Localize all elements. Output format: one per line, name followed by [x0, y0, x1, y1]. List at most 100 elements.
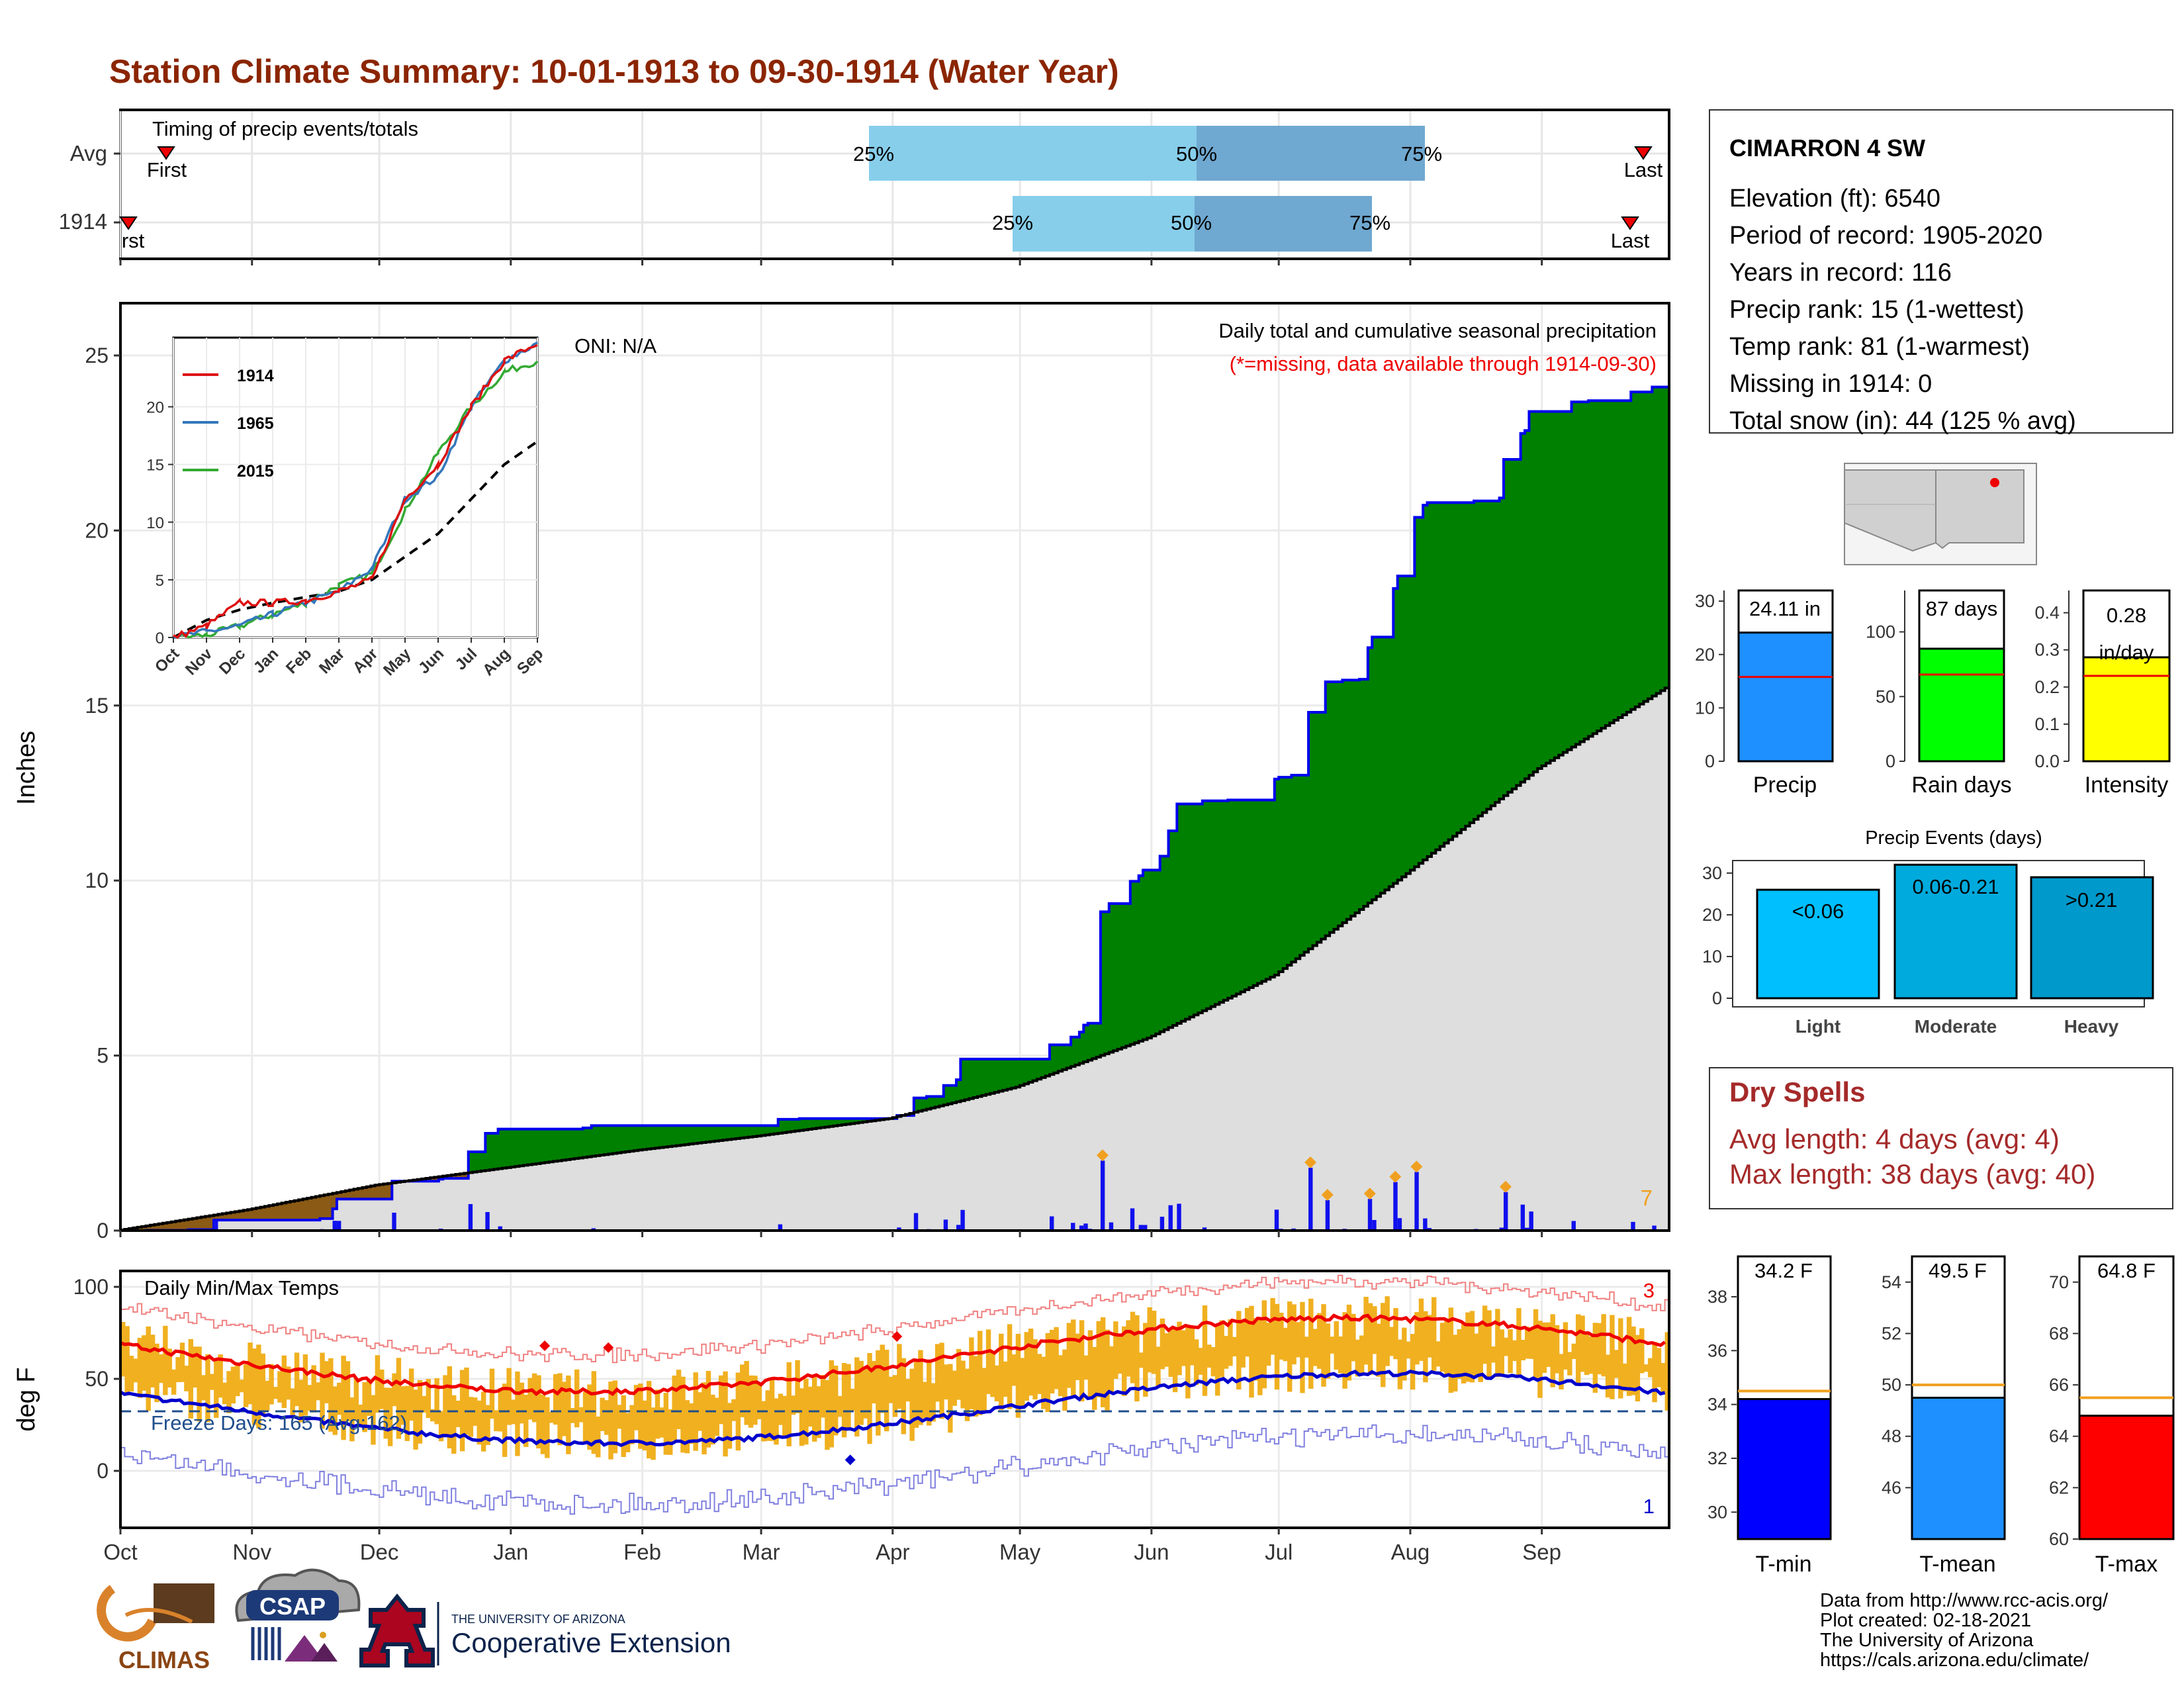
record-temp-marker: [844, 1454, 856, 1466]
daily-temp-bar: [1087, 1330, 1093, 1399]
month-label: Jun: [1134, 1540, 1169, 1564]
daily-temp-bar: [1228, 1319, 1233, 1366]
daily-temp-bar: [913, 1360, 919, 1428]
daily-precip-bar: [1050, 1216, 1054, 1231]
daily-temp-bar: [790, 1395, 796, 1415]
footer-university: The University of Arizona: [1820, 1630, 2034, 1651]
daily-temp-bar: [248, 1342, 253, 1405]
daily-temp-bar: [841, 1363, 847, 1438]
surplus-area: [120, 387, 1669, 1230]
daily-precip-bar: [1071, 1223, 1075, 1231]
daily-temp-bar: [366, 1380, 372, 1416]
daily-temp-bar: [1516, 1308, 1522, 1376]
daily-temp-bar: [1058, 1355, 1064, 1397]
tmin-summary-tick-label: 32: [1707, 1448, 1727, 1468]
daily-temp-bar: [1287, 1301, 1293, 1392]
tmin-summary-tick-label: 34: [1707, 1395, 1727, 1415]
daily-temp-bar: [985, 1329, 991, 1394]
temp-y-tick-label: 100: [73, 1275, 109, 1299]
inset-1914-line: [173, 344, 538, 639]
station-missing: Missing in 1914: 0: [1729, 370, 1932, 398]
daily-temp-bar: [379, 1370, 385, 1409]
daily-temp-bar: [230, 1366, 236, 1404]
intensity-bar-value: 0.28: [2107, 604, 2146, 627]
ua-top-text: THE UNIVERSITY OF ARIZONA: [451, 1613, 625, 1626]
daily-temp-bar: [1304, 1336, 1310, 1358]
daily-temp-bar: [464, 1367, 469, 1435]
daily-temp-bar: [150, 1335, 156, 1387]
daily-temp-bar: [1325, 1323, 1331, 1379]
daily-temp-bar: [498, 1387, 503, 1432]
year-quantile-50-75: [1195, 196, 1372, 252]
station-info-box: CIMARRON 4 SW Elevation (ft): 6540 Perio…: [1709, 109, 2173, 435]
inset-y-tick-label: 15: [146, 457, 164, 475]
precip-y-tick-label: 10: [85, 868, 109, 892]
month-axis: Oct Nov Dec Jan Feb Mar Apr May Jun Jul Aug Sep: [103, 1528, 1561, 1564]
daily-temp-bar: [226, 1371, 232, 1413]
daily-temp-bar: [761, 1401, 766, 1442]
record-low-count: 1: [1643, 1495, 1655, 1518]
daily-temp-bar: [978, 1331, 983, 1415]
daily-temp-bar: [948, 1364, 953, 1433]
daily-temp-bar: [934, 1344, 940, 1402]
daily-temp-bar: [922, 1382, 928, 1418]
daily-temp-bar: [858, 1360, 864, 1425]
daily-precip-bar: [1631, 1221, 1635, 1231]
daily-temp-bar: [1584, 1331, 1590, 1376]
daily-temp-bar: [1219, 1320, 1224, 1378]
daily-precip-bar: [778, 1224, 783, 1231]
daily-temp-bar: [1143, 1323, 1148, 1397]
daily-temp-bar: [574, 1369, 580, 1428]
daily-temp-bar: [1410, 1334, 1416, 1390]
station-location-dot: [1990, 478, 1999, 487]
event-bar: [2030, 876, 2154, 1000]
daily-temp-bar: [192, 1346, 198, 1388]
extreme-precip-marker: [1499, 1180, 1512, 1193]
daily-temp-bar: [137, 1337, 143, 1398]
daily-temp-bar: [795, 1360, 800, 1413]
event-bar: [1893, 863, 2018, 1000]
avg-quantile-50-75: [1197, 126, 1425, 181]
events-tick-label: 20: [1702, 905, 1722, 925]
daily-temp-bar: [782, 1395, 788, 1436]
raindays-bar-label: Rain days: [1911, 773, 2011, 798]
daily-temp-bar: [489, 1368, 495, 1419]
daily-temp-bar: [829, 1360, 835, 1448]
daily-temp-bar: [617, 1405, 622, 1429]
daily-temp-bar: [1066, 1323, 1072, 1388]
daily-temp-bar: [1300, 1301, 1305, 1393]
daily-temp-bar: [1113, 1321, 1118, 1379]
daily-temp-bar: [387, 1387, 393, 1446]
daily-temp-bar: [1020, 1358, 1025, 1407]
daily-temp-bar: [1244, 1307, 1250, 1357]
daily-temp-bar: [307, 1385, 312, 1411]
daily-temp-bar: [570, 1407, 575, 1423]
daily-temp-bar: [243, 1364, 249, 1407]
daily-precip-bar: [1397, 1218, 1402, 1231]
daily-precip-bar: [1520, 1204, 1525, 1231]
daily-temp-bar: [1105, 1329, 1110, 1411]
daily-precip-bar: [1177, 1203, 1181, 1231]
daily-temp-bar: [1351, 1313, 1356, 1362]
tmax-summary-tick-label: 66: [2049, 1375, 2069, 1395]
daily-precip-bar: [1393, 1182, 1398, 1231]
daily-temp-bar: [1664, 1332, 1670, 1411]
tmean-label: T-mean: [1919, 1552, 1995, 1577]
inset-y-tick-label: 0: [156, 630, 164, 647]
event-light-value: <0.06: [1792, 900, 1844, 923]
daily-temp-bar: [668, 1409, 673, 1455]
month-label: May: [999, 1540, 1041, 1564]
daily-temp-bar: [740, 1364, 745, 1417]
daily-temp-bar: [1164, 1333, 1169, 1367]
daily-temp-bar: [727, 1403, 733, 1449]
daily-temp-bar: [854, 1357, 860, 1437]
daily-temp-bar: [1079, 1320, 1085, 1402]
daily-temp-bar: [506, 1368, 512, 1425]
tmean-value: 49.5 F: [1929, 1259, 1987, 1282]
daily-temp-bar: [494, 1410, 499, 1432]
daily-temp-bar: [1474, 1333, 1479, 1378]
tmin-summary-tick-label: 38: [1707, 1287, 1727, 1307]
daily-temp-bar: [1643, 1364, 1649, 1372]
daily-precip-bar: [897, 1227, 901, 1231]
raindays-summary-tick-label: 50: [1876, 686, 1895, 706]
